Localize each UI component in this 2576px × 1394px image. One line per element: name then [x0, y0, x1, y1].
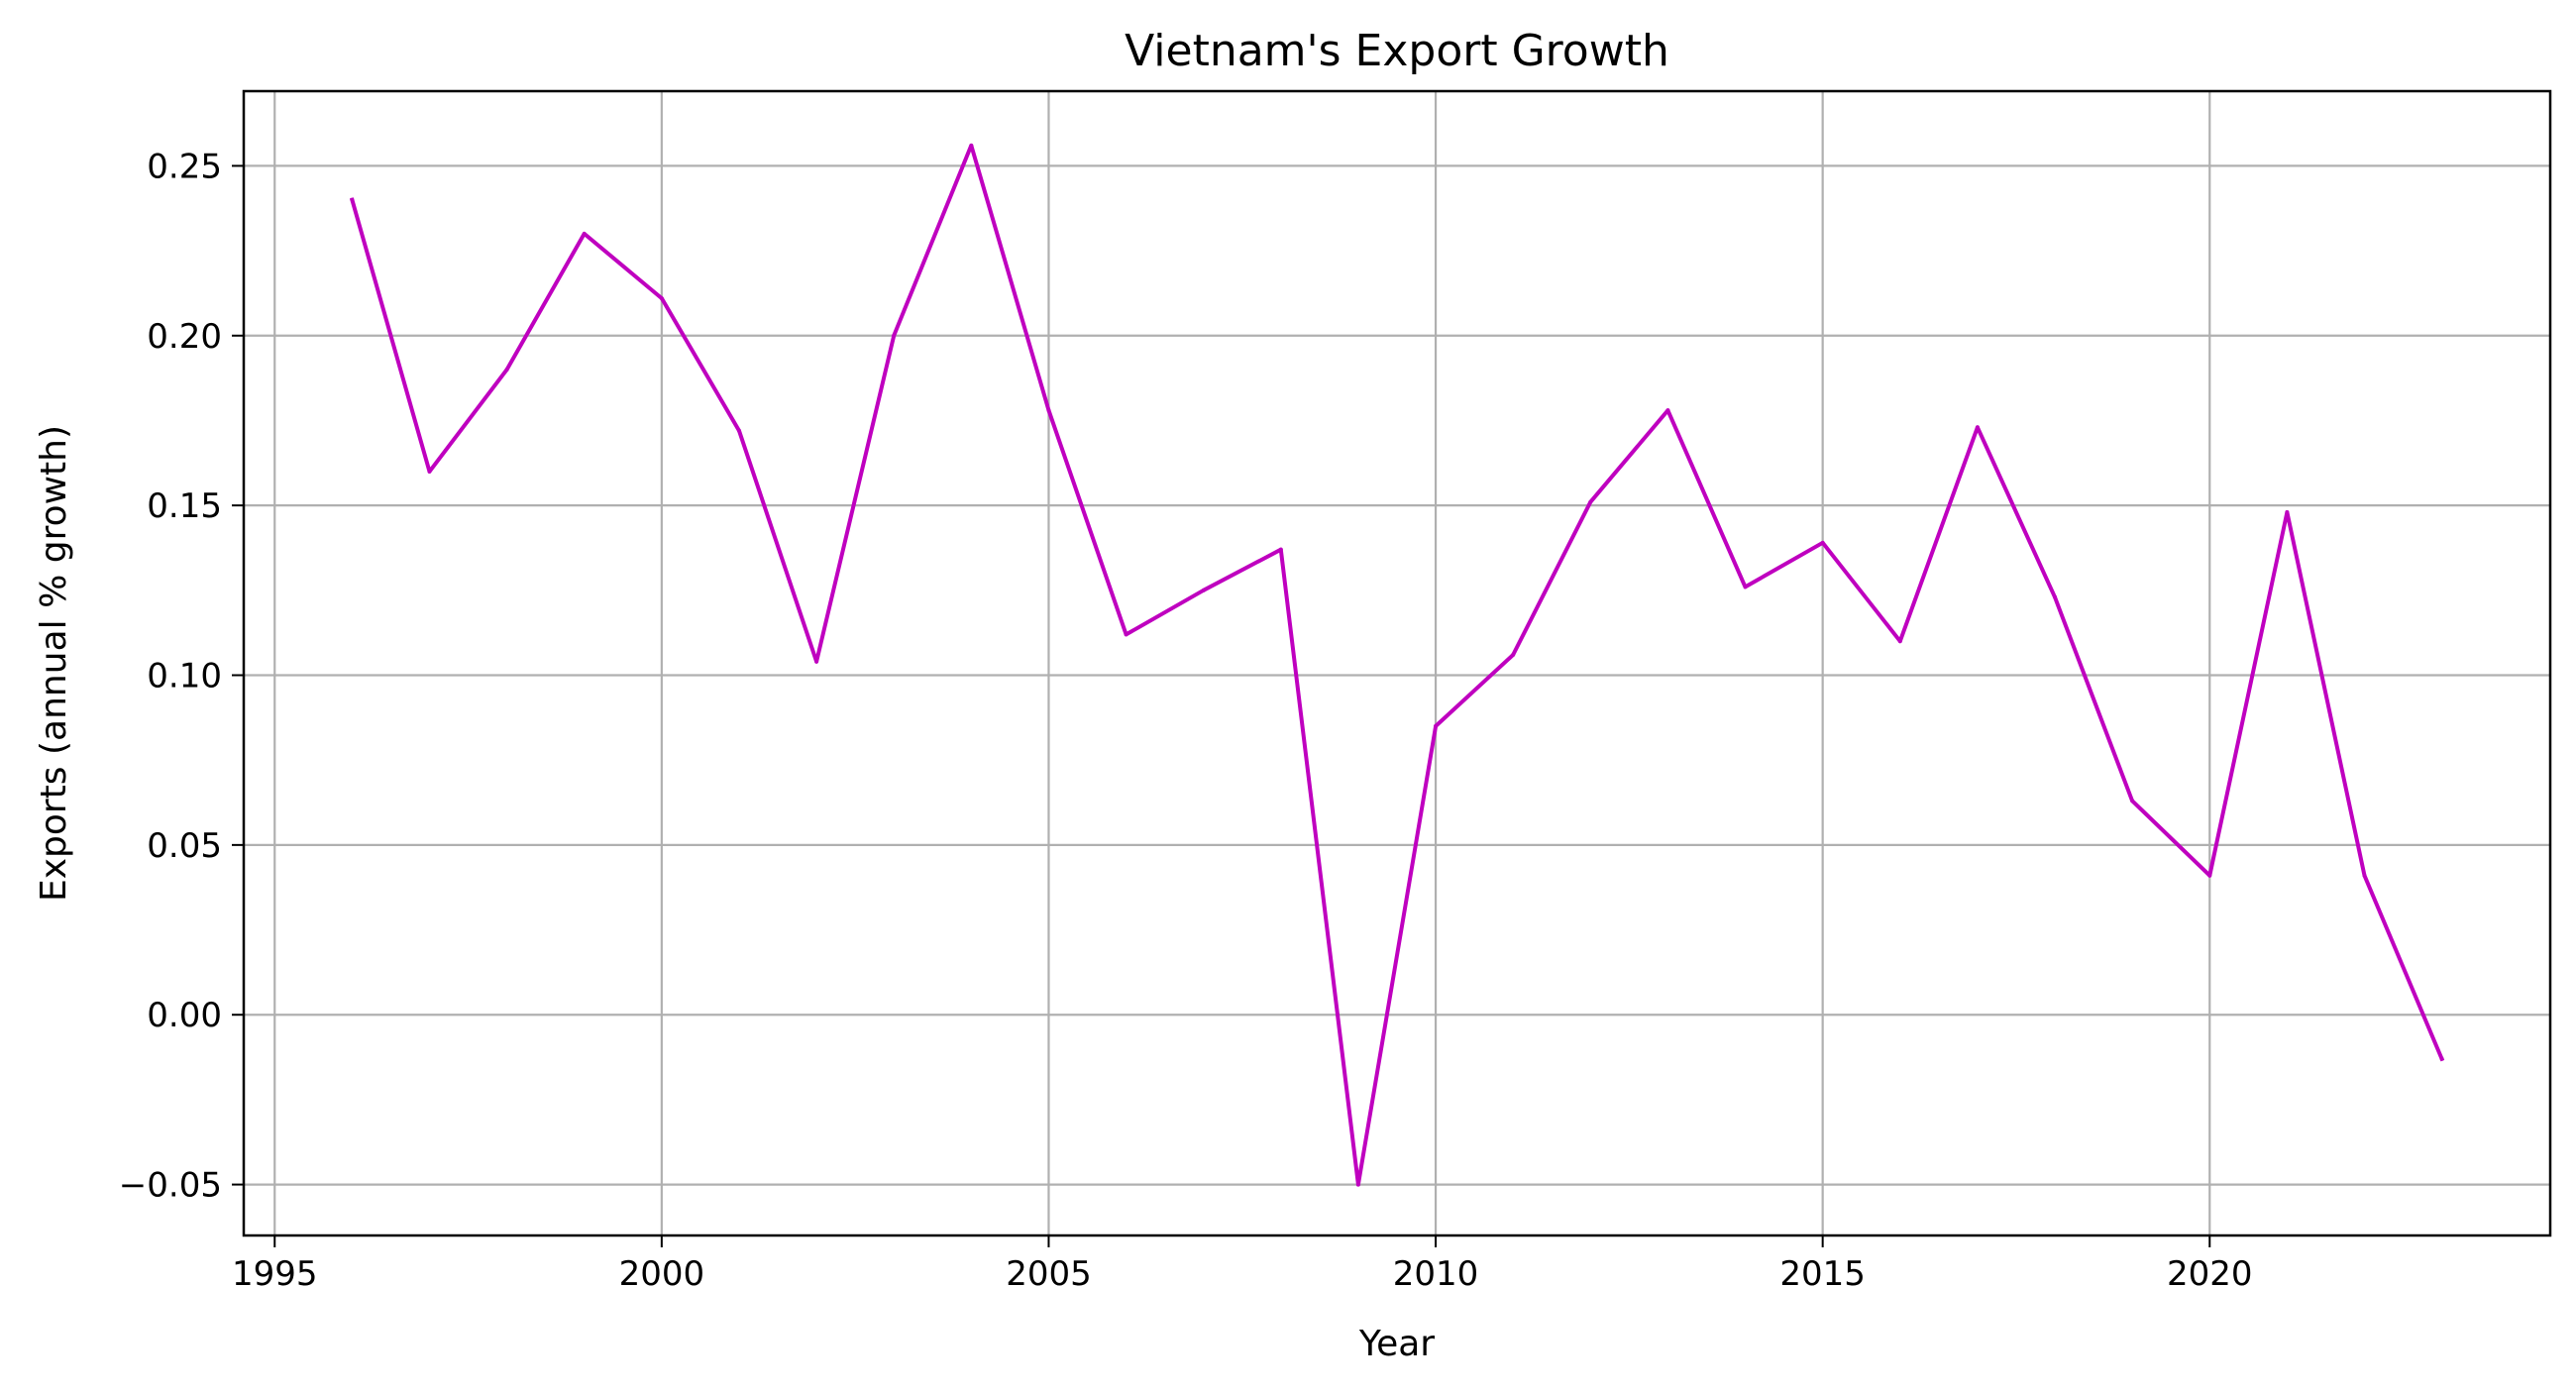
plot-frame [242, 89, 2552, 1237]
data-point [1355, 1182, 1360, 1187]
y-tick-label: 0.10 [147, 656, 222, 696]
grid-layer [244, 91, 2550, 1235]
data-point [504, 368, 509, 373]
data-point [659, 296, 664, 301]
y-tick-label: 0.05 [147, 826, 222, 866]
y-tick-label: 0.25 [147, 147, 222, 186]
data-point [1897, 639, 1902, 644]
y-tick-label: 0.00 [147, 996, 222, 1035]
data-point [1201, 588, 1206, 592]
chart-title: Vietnam's Export Growth [1125, 26, 1669, 76]
x-tick-label: 2000 [619, 1254, 705, 1294]
data-point [1588, 499, 1593, 504]
x-tick-label: 2015 [1779, 1254, 1866, 1294]
y-tick-label: 0.15 [147, 486, 222, 526]
data-point [427, 469, 432, 474]
data-point [1665, 408, 1670, 413]
data-point [1743, 585, 1748, 590]
x-tick-label: 1995 [232, 1254, 318, 1294]
y-tick-label: −0.05 [119, 1166, 222, 1206]
data-point [350, 197, 355, 202]
y-tick-label: 0.20 [147, 317, 222, 357]
data-point [1975, 425, 1980, 430]
data-point [2130, 799, 2135, 804]
data-point [1511, 652, 1516, 657]
y-axis-label: Exports (annual % growth) [34, 425, 74, 902]
tick-layer: 1995 2000 2005 2010 2015 2020 −0.05 0.00 0.05 0.1… [119, 147, 2253, 1294]
data-point [1046, 408, 1051, 413]
x-tick-label: 2020 [2167, 1254, 2253, 1294]
data-point [2362, 873, 2367, 878]
x-tick-label: 2005 [1006, 1254, 1092, 1294]
data-point [736, 428, 741, 433]
data-point [2207, 873, 2212, 878]
data-point [1820, 540, 1825, 545]
x-tick-label: 2010 [1393, 1254, 1479, 1294]
x-axis-label: Year [1358, 1324, 1435, 1364]
data-point [2285, 509, 2290, 514]
data-point [892, 333, 897, 338]
data-point [2439, 1056, 2444, 1061]
data-point [2053, 594, 2058, 599]
data-point [814, 659, 819, 664]
data-point [969, 143, 974, 148]
series-layer [349, 143, 2445, 1187]
data-point [582, 231, 587, 236]
data-point [1278, 547, 1283, 552]
data-point [1434, 723, 1439, 728]
data-point [1124, 632, 1128, 637]
series-line [349, 143, 2445, 1187]
